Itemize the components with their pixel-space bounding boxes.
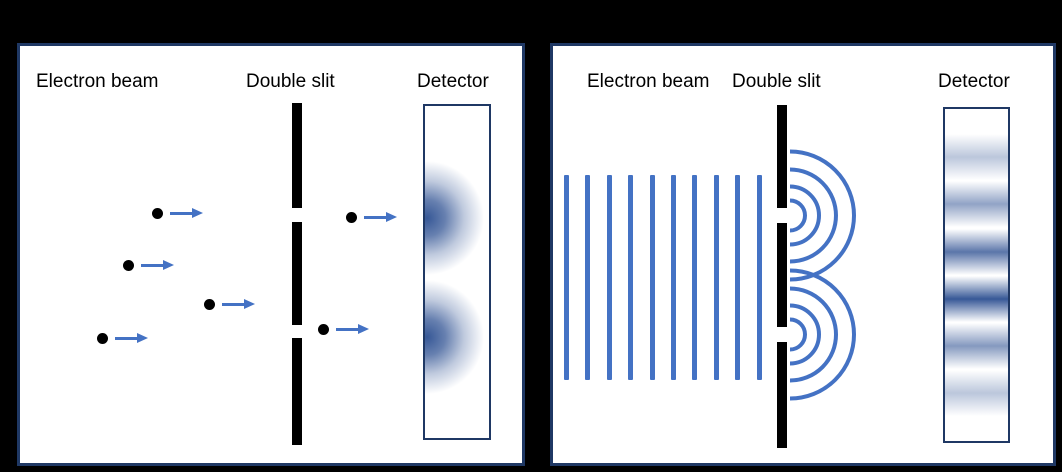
double-slit-label: Double slit	[246, 71, 335, 92]
circular-wavefront-arc	[789, 167, 838, 264]
wave-view-panel: Electron beam Double slit Detector	[550, 43, 1056, 466]
impact-blob	[425, 280, 484, 394]
barrier-segment-middle	[777, 223, 787, 327]
plane-wavefront-line	[564, 175, 569, 380]
circular-wavefront-arc	[789, 198, 807, 233]
velocity-arrow	[336, 324, 370, 335]
plane-wavefront-line	[713, 175, 719, 380]
circular-wavefront-arc	[789, 149, 856, 282]
barrier-segment-top	[777, 105, 787, 208]
velocity-arrow	[364, 212, 398, 223]
barrier-segment-bottom	[292, 338, 302, 445]
plane-wavefront-line	[671, 175, 676, 380]
circular-wavefront-arc	[789, 317, 807, 352]
circular-wavefront-arc	[789, 268, 856, 401]
interference-band	[945, 370, 1008, 416]
arrow-head	[192, 208, 203, 218]
arrow-shaft	[115, 337, 138, 340]
electron-dot	[123, 260, 134, 271]
detector-screen-particle	[423, 104, 491, 440]
circular-wavefront-arc	[789, 184, 821, 247]
electron	[123, 260, 183, 272]
arrow-shaft	[141, 264, 164, 267]
velocity-arrow	[141, 260, 175, 271]
arrow-head	[386, 212, 397, 222]
electron-dot	[97, 333, 108, 344]
arrow-head	[137, 333, 148, 343]
arrow-shaft	[222, 303, 245, 306]
electron	[318, 324, 378, 336]
interference-band	[945, 323, 1008, 369]
electron-beam-label: Electron beam	[587, 71, 710, 92]
interference-band	[945, 181, 1008, 227]
electron	[204, 299, 264, 311]
barrier-segment-middle	[292, 222, 302, 325]
circular-wavefront-arc	[789, 286, 838, 383]
detector-screen-interference	[943, 107, 1010, 443]
arrow-head	[244, 299, 255, 309]
impact-blob	[425, 161, 484, 275]
arrow-head	[358, 324, 369, 334]
electron-dot	[152, 208, 163, 219]
plane-wavefront-line	[756, 175, 762, 380]
double-slit-label: Double slit	[732, 71, 821, 92]
electron-beam-label: Electron beam	[36, 71, 159, 92]
electron	[346, 212, 406, 224]
plane-wavefront-line	[585, 175, 591, 380]
plane-wavefront-line	[649, 175, 655, 380]
velocity-arrow	[170, 208, 204, 219]
arrow-shaft	[336, 328, 359, 331]
arrow-shaft	[364, 216, 387, 219]
plane-wavefront-line	[606, 175, 612, 380]
barrier-segment-bottom	[777, 342, 787, 448]
interference-band	[945, 229, 1008, 275]
plane-wavefront-line	[735, 175, 741, 380]
plane-wavefront-line	[692, 175, 698, 380]
velocity-arrow	[115, 333, 149, 344]
plane-wavefront-line	[628, 175, 634, 380]
interference-band	[945, 276, 1008, 322]
circular-wavefront-arc	[789, 303, 821, 366]
barrier-segment-top	[292, 103, 302, 208]
detector-label: Detector	[938, 71, 1010, 92]
arrow-head	[163, 260, 174, 270]
circular-wavefronts	[789, 149, 856, 401]
particle-view-panel: Electron beam Double slit Detector	[17, 43, 525, 466]
electron-dot	[318, 324, 329, 335]
velocity-arrow	[222, 299, 256, 310]
detector-label: Detector	[417, 71, 489, 92]
arrow-shaft	[170, 212, 193, 215]
electron	[152, 208, 212, 220]
interference-band	[945, 134, 1008, 180]
electron-dot	[346, 212, 357, 223]
electron	[97, 333, 157, 345]
electron-dot	[204, 299, 215, 310]
